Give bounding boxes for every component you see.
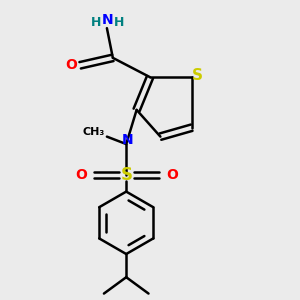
Text: H: H	[114, 16, 124, 29]
Text: O: O	[75, 168, 87, 182]
Text: CH₃: CH₃	[82, 127, 105, 137]
Text: O: O	[166, 168, 178, 182]
Text: N: N	[102, 13, 113, 27]
Text: H: H	[91, 16, 102, 29]
Text: S: S	[121, 166, 133, 184]
Text: N: N	[121, 134, 133, 148]
Text: O: O	[65, 58, 77, 72]
Text: S: S	[192, 68, 203, 82]
